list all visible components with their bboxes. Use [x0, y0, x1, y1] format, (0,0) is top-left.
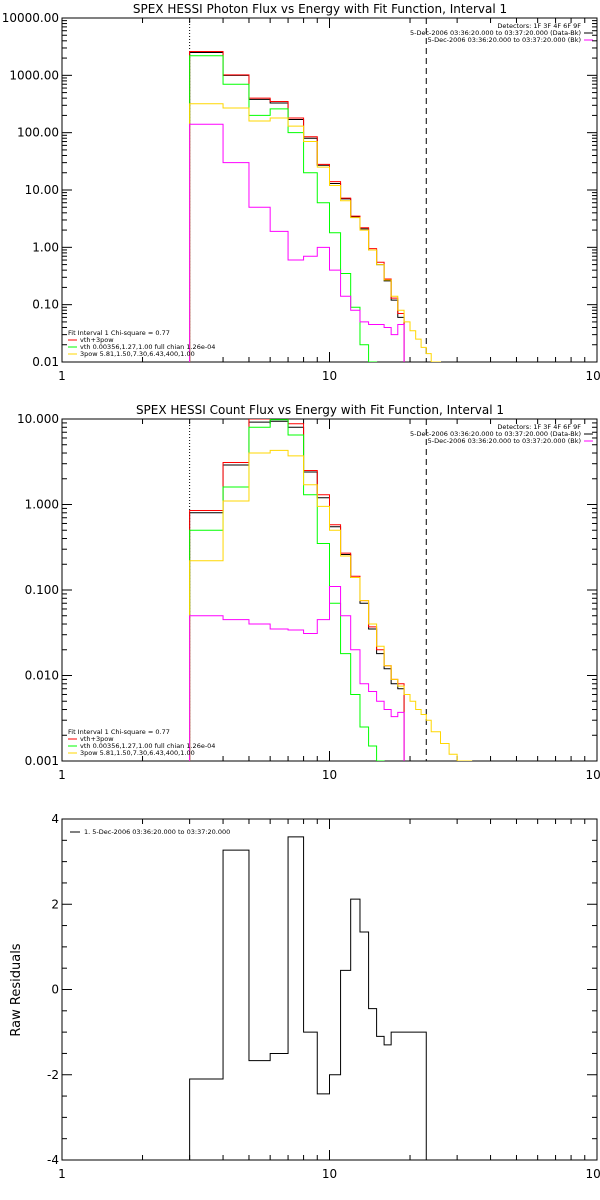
- legend-top-entry: 5-Dec-2006 03:36:20.000 to 03:37:20.000 …: [428, 437, 581, 445]
- y-tick-label: -4: [47, 1153, 59, 1167]
- y-tick-label: 10.000: [17, 412, 59, 426]
- series-0-step-line: [189, 420, 405, 761]
- y-tick-label: 0.010: [25, 669, 59, 683]
- series-group: [189, 419, 473, 761]
- y-tick-label: 1.00: [32, 240, 59, 254]
- residuals-chart: Raw Residuals 1 10 100 -4 -2 0 2 4 1. 5-Dec-2006…: [9, 812, 600, 1181]
- series-1-step-line: [189, 51, 405, 362]
- plot-frame: [61, 17, 598, 363]
- y-tick-label: 0.01: [32, 355, 59, 369]
- legend-top-entry: 5-Dec-2006 03:36:20.000 to 03:37:20.000 …: [410, 430, 581, 438]
- residuals-ylabel: Raw Residuals: [9, 943, 24, 1036]
- series-0-step-line: [189, 52, 405, 362]
- x-tick-label: 10: [322, 369, 337, 383]
- x-tick-label: 10: [322, 1167, 337, 1181]
- y-tick-label: 10.00: [25, 183, 59, 197]
- y-tick-label: -2: [47, 1068, 59, 1082]
- legend-bottom-entry: 3pow 5.81,1.50,7.30,6.43,400,1.00: [80, 350, 195, 358]
- x-tick-label: 100: [586, 369, 600, 383]
- series-0-step-line: [189, 836, 427, 1160]
- legend-bottom-entry: 3pow 5.81,1.50,7.30,6.43,400,1.00: [80, 749, 195, 757]
- series-3-step-line: [189, 103, 442, 362]
- residual-legend-entry: 1. 5-Dec-2006 03:36:20.000 to 03:37:20.0…: [84, 828, 230, 836]
- x-tick-label: 100: [586, 1167, 600, 1181]
- legend-top-entry: 5-Dec-2006 03:36:20.000 to 03:37:20.000 …: [428, 36, 581, 44]
- legend-bottom-entry: Fit Interval 1 Chi-square = 0.77: [68, 329, 170, 337]
- series-2-step-line: [189, 419, 385, 761]
- y-tick-label: 10000.00: [2, 11, 59, 25]
- legend-bottom-entry: vth+3pow: [80, 735, 114, 743]
- legend-top-entry: Detectors: 1F 3F 4F 6F 9F: [497, 22, 581, 30]
- x-tick-label: 10: [322, 768, 337, 782]
- y-tick-label: 0.10: [32, 298, 59, 312]
- series-3-step-line: [189, 449, 473, 761]
- count-flux-title: SPEX HESSI Count Flux vs Energy with Fit…: [136, 403, 504, 417]
- legend-bottom-entry: vth+3pow: [80, 336, 114, 344]
- y-tick-label: 1000.00: [9, 68, 59, 82]
- y-tick-label: 1.000: [25, 498, 59, 512]
- count-flux-chart: SPEX HESSI Count Flux vs Energy with Fit…: [17, 403, 600, 782]
- legend-top-entry: Detectors: 1F 3F 4F 6F 9F: [497, 423, 581, 431]
- legend-bottom-entry: vth 0.00356,1.27,1.00 full chian 1.26e-0…: [80, 343, 215, 351]
- plot-frame: [61, 818, 598, 1161]
- legend-bottom-entry: Fit Interval 1 Chi-square = 0.77: [68, 728, 170, 736]
- x-tick-label: 1: [58, 768, 66, 782]
- y-tick-label: 4: [51, 812, 59, 826]
- x-tick-label: 1: [58, 369, 66, 383]
- series-4-step-line: [189, 123, 405, 362]
- photon-flux-title: SPEX HESSI Photon Flux vs Energy with Fi…: [133, 2, 507, 16]
- series-2-step-line: [189, 55, 378, 362]
- x-tick-label: 1: [58, 1167, 66, 1181]
- series-1-step-line: [189, 419, 405, 761]
- y-tick-label: 0.001: [25, 754, 59, 768]
- legend-bottom-entry: vth 0.00356,1.27,1.00 full chian 1.26e-0…: [80, 742, 215, 750]
- y-tick-label: 100.00: [17, 126, 59, 140]
- series-group: [189, 836, 427, 1160]
- x-tick-label: 100: [586, 768, 600, 782]
- series-group: [189, 18, 442, 362]
- y-tick-label: 0.100: [25, 583, 59, 597]
- photon-flux-chart: SPEX HESSI Photon Flux vs Energy with Fi…: [2, 2, 600, 383]
- y-tick-label: 2: [51, 897, 59, 911]
- legend-top-entry: 5-Dec-2006 03:36:20.000 to 03:37:20.000 …: [410, 29, 581, 37]
- y-tick-label: 0: [51, 983, 59, 997]
- series-4-step-line: [189, 585, 405, 761]
